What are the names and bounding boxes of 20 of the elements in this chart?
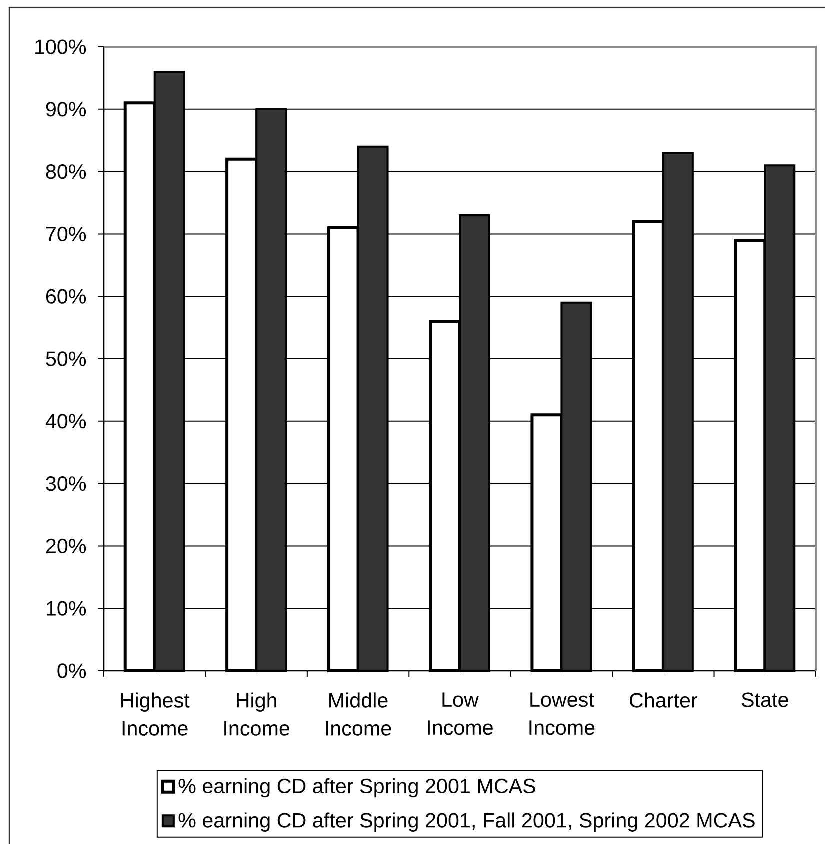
x-tick-label: Charter — [630, 692, 698, 708]
y-tick-label: 50% — [46, 352, 86, 366]
y-tick-label: 40% — [46, 414, 86, 429]
legend-label: % earning CD after Spring 2001 MCAS — [178, 778, 536, 798]
y-tick-label: 100% — [36, 40, 86, 54]
x-tick-label: Highest Income — [122, 692, 190, 736]
legend-label: % earning CD after Spring 2001, Fall 2001, Spring 2002 MCAS — [178, 812, 755, 832]
y-tick-label: 90% — [46, 102, 86, 117]
y-tick-label: 20% — [46, 538, 86, 554]
x-tick-label: Middle Income — [326, 692, 392, 736]
x-tick-label: Low Income — [428, 692, 493, 736]
x-tick-label: State — [742, 692, 788, 708]
y-tick-label: 80% — [46, 164, 86, 180]
y-tick-label: 60% — [46, 289, 86, 304]
x-tick-label: High Income — [224, 692, 290, 736]
y-tick-label: 30% — [46, 476, 86, 492]
y-tick-label: 70% — [46, 226, 86, 242]
y-tick-label: 0% — [58, 664, 86, 678]
x-tick-label: Lowest Income — [530, 692, 595, 736]
y-tick-label: 10% — [46, 601, 86, 616]
